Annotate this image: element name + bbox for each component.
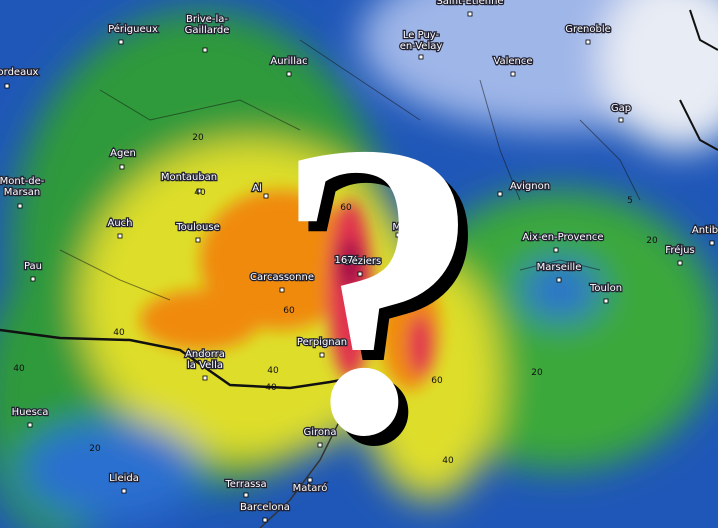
- city-marker: [196, 188, 202, 194]
- contour-label: 60: [283, 306, 295, 316]
- city-marker: [243, 492, 249, 498]
- city-name: Auch: [107, 218, 132, 229]
- city-marker: [556, 277, 562, 283]
- contour-label: 40: [194, 188, 206, 198]
- city-marker: [121, 488, 127, 494]
- city-name: Béziers: [345, 255, 382, 267]
- city-name: Le Puy-: [403, 30, 440, 41]
- city-name: Marseille: [537, 262, 582, 273]
- city-name: Carcassonne: [250, 272, 314, 283]
- city-marker: [553, 247, 559, 253]
- city-name: Barcelona: [240, 502, 290, 513]
- city-name: Brive-la-: [186, 14, 228, 25]
- question-mark: ?: [273, 56, 483, 521]
- city-name: Marsan: [4, 187, 41, 198]
- city-name: Aurillac: [270, 56, 307, 67]
- city-name: Valence: [493, 56, 532, 67]
- city-marker: [497, 191, 503, 197]
- city-marker: [603, 298, 609, 304]
- city-name: ordeaux: [0, 67, 39, 78]
- city-name: Mont-de-: [0, 176, 45, 187]
- contour-label: 40: [267, 366, 279, 376]
- contour-label: 60: [431, 376, 443, 386]
- city-marker: [27, 422, 33, 428]
- city-marker: [118, 39, 124, 45]
- city-marker: [319, 352, 325, 358]
- city-name: Montp: [392, 222, 423, 233]
- city-name: Saint-Etienne: [436, 0, 503, 7]
- city-marker: [418, 54, 424, 60]
- city-name: Périgueux: [108, 23, 158, 35]
- city-name: Fréjus: [665, 244, 694, 256]
- city-name: Al: [252, 183, 262, 194]
- city-name: Antib: [692, 225, 718, 236]
- city-name: Gaillarde: [185, 25, 230, 36]
- city-marker: [262, 517, 268, 523]
- contour-label: 20: [192, 133, 204, 143]
- city-marker: [4, 83, 10, 89]
- city-name: en-Velay: [400, 41, 443, 52]
- contour-labels: 20 40 60 167 60 40 40 40 20 60 40 20 20 5 40: [13, 133, 658, 466]
- city-name: Avignon: [510, 181, 550, 192]
- city-name: Mataró: [293, 482, 328, 494]
- city-marker: [195, 237, 201, 243]
- city-name: Perpignan: [297, 337, 347, 348]
- city-name: Grenoble: [565, 24, 611, 35]
- city-marker: [677, 260, 683, 266]
- city-marker: [618, 117, 624, 123]
- city-name: Terrassa: [224, 479, 266, 490]
- borders: [0, 9, 718, 528]
- contour-label: 40: [13, 364, 25, 374]
- city-marker: [510, 71, 516, 77]
- city-marker: [263, 193, 269, 199]
- city-name: Huesca: [12, 407, 49, 418]
- contour-label: 5: [627, 196, 633, 206]
- city-marker: [279, 287, 285, 293]
- city-marker: [202, 47, 208, 53]
- city-name: Toulouse: [175, 222, 219, 233]
- contour-label: 40: [442, 456, 454, 466]
- city-marker: [202, 375, 208, 381]
- city-marker: [117, 233, 123, 239]
- city-marker: [467, 11, 473, 17]
- city-marker: [286, 71, 292, 77]
- contour-label: 60: [340, 203, 352, 213]
- city-marker: [709, 240, 715, 246]
- city-marker: [17, 203, 23, 209]
- contour-label: 167: [334, 255, 353, 266]
- contour-label: 20: [646, 236, 658, 246]
- city-marker: [317, 442, 323, 448]
- city-marker: [30, 276, 36, 282]
- contour-label: 40: [113, 328, 125, 338]
- city-marker: [357, 271, 363, 277]
- city-marker: [119, 164, 125, 170]
- city-name: Girona: [303, 427, 336, 438]
- city-name: Agen: [110, 148, 136, 159]
- city-name: Lleida: [109, 473, 139, 484]
- city-name: Montauban: [161, 172, 217, 183]
- city-name: Aix-en-Provence: [522, 232, 603, 243]
- city-name: Andorra: [185, 349, 225, 360]
- contour-label: 40: [265, 383, 277, 393]
- question-mark-shadow: ?: [283, 66, 493, 528]
- city-name: Toulon: [589, 283, 622, 294]
- city-name: la Vella: [187, 360, 223, 371]
- contour-label: 20: [531, 368, 543, 378]
- city-marker: [307, 477, 313, 483]
- city-name: Gap: [611, 103, 631, 114]
- city-marker: [585, 39, 591, 45]
- contour-label: 20: [89, 444, 101, 454]
- city-marker: [395, 232, 401, 238]
- city-name: Pau: [24, 261, 42, 272]
